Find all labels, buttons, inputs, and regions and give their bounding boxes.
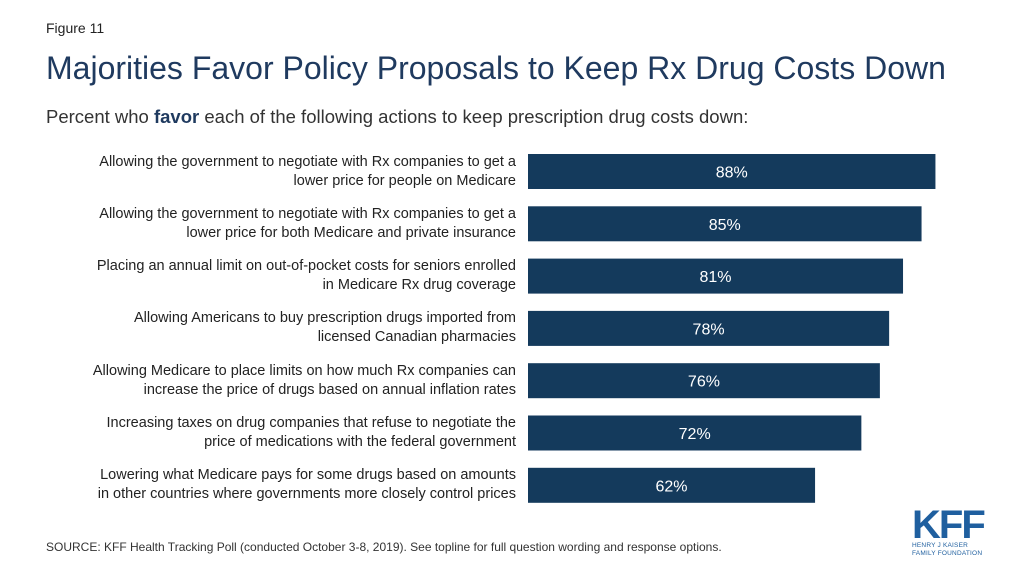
category-label-4: Allowing Americans to buy prescription d…: [26, 309, 516, 347]
bar-3: [528, 258, 904, 294]
kff-logo: KFF HENRY J KAISER FAMILY FOUNDATION: [912, 503, 992, 558]
category-label-line: Allowing Americans to buy prescription d…: [134, 310, 516, 327]
category-label-3: Placing an annual limit on out-of-pocket…: [26, 257, 516, 295]
category-label-line: Lowering what Medicare pays for some dru…: [100, 467, 516, 484]
bar-4: [528, 310, 890, 346]
subtitle-before: Percent who: [46, 106, 154, 127]
category-label-2: Allowing the government to negotiate wit…: [26, 205, 516, 243]
logo-line1: HENRY J KAISER: [912, 542, 969, 549]
bar-value-label-6: 72%: [679, 426, 711, 443]
figure-label: Figure 11: [46, 20, 105, 36]
bar-value-label-1: 88%: [716, 165, 748, 182]
bar-value-label-5: 76%: [688, 374, 720, 391]
bar-value-label-4: 78%: [693, 321, 725, 338]
bar-2: [528, 206, 922, 242]
category-label-line: lower price for both Medicare and privat…: [186, 224, 516, 241]
chart-subtitle: Percent who favor each of the following …: [46, 106, 748, 128]
category-label-line: increase the price of drugs based on ann…: [143, 381, 516, 398]
bar-value-label-3: 81%: [699, 269, 731, 286]
bar-5: [528, 363, 880, 399]
category-label-line: licensed Canadian pharmacies: [317, 329, 516, 346]
category-label-1: Allowing the government to negotiate wit…: [26, 153, 516, 191]
bar-1: [528, 154, 936, 189]
bar-7: [528, 467, 816, 503]
category-label-6: Increasing taxes on drug companies that …: [26, 414, 516, 452]
subtitle-after: each of the following actions to keep pr…: [199, 106, 749, 127]
category-label-line: in Medicare Rx drug coverage: [322, 277, 516, 294]
category-label-7: Lowering what Medicare pays for some dru…: [26, 466, 516, 504]
category-label-line: price of medications with the federal go…: [204, 434, 516, 450]
category-label-5: Allowing Medicare to place limits on how…: [26, 362, 516, 400]
bar-6: [528, 415, 862, 451]
bar-value-label-7: 62%: [656, 478, 688, 495]
logo-line2: FAMILY FOUNDATION: [912, 550, 983, 557]
category-label-line: Placing an annual limit on out-of-pocket…: [96, 258, 516, 275]
category-label-line: lower price for people on Medicare: [293, 172, 516, 189]
subtitle-bold-favor: favor: [153, 106, 200, 127]
bar-value-label-2: 85%: [709, 217, 741, 234]
category-label-line: Increasing taxes on drug companies that …: [106, 415, 516, 431]
category-label-line: in other countries where governments mor…: [97, 486, 516, 503]
category-label-line: Allowing the government to negotiate wit…: [99, 153, 516, 170]
chart-title: Majorities Favor Policy Proposals to Kee…: [46, 50, 946, 86]
category-label-line: Allowing Medicare to place limits on how…: [92, 362, 516, 379]
category-label-line: Allowing the government to negotiate wit…: [99, 205, 516, 222]
source-note: SOURCE: KFF Health Tracking Poll (conduc…: [46, 540, 722, 554]
logo-main-text: KFF: [912, 503, 986, 547]
